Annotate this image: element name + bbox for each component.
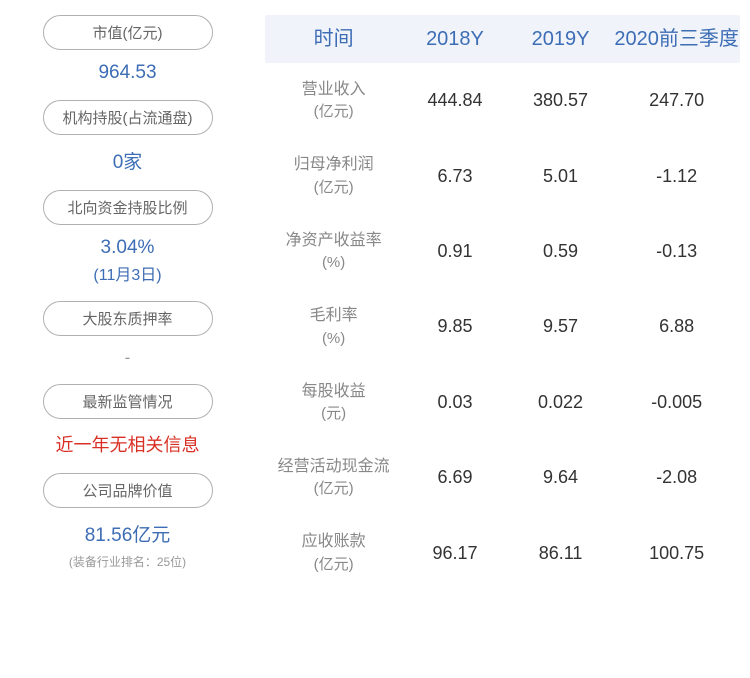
metric-value-northbound: 3.04% (11月3日) <box>93 237 161 285</box>
cell-gross-2019: 9.57 <box>508 316 614 337</box>
row-label-receivables: 应收账款(亿元) <box>265 531 402 574</box>
metric-value-market-cap: 964.53 <box>98 62 156 84</box>
metric-value-pledge: - <box>125 348 131 368</box>
row-label-eps: 每股收益(元) <box>265 381 402 424</box>
cell-netprofit-2018: 6.73 <box>402 166 508 187</box>
cell-roe-2019: 0.59 <box>508 241 614 262</box>
cell-gross-2018: 9.85 <box>402 316 508 337</box>
cell-revenue-2018: 444.84 <box>402 90 508 111</box>
metric-label-brand: 公司品牌价值 <box>43 473 213 508</box>
row-label-revenue: 营业收入(亿元) <box>265 79 402 122</box>
cell-roe-2018: 0.91 <box>402 241 508 262</box>
cell-eps-2018: 0.03 <box>402 392 508 413</box>
header-2019: 2019Y <box>508 27 614 51</box>
metric-label-northbound: 北向资金持股比例 <box>43 190 213 225</box>
table-row: 经营活动现金流(亿元) 6.69 9.64 -2.08 <box>265 440 740 515</box>
table-header-row: 时间 2018Y 2019Y 2020前三季度 <box>265 15 740 63</box>
cell-receivables-2020: 100.75 <box>613 543 740 564</box>
cell-gross-2020: 6.88 <box>613 316 740 337</box>
table-body: 营业收入(亿元) 444.84 380.57 247.70 归母净利润(亿元) … <box>265 63 740 591</box>
financial-table-panel: 时间 2018Y 2019Y 2020前三季度 营业收入(亿元) 444.84 … <box>245 15 740 663</box>
table-row: 每股收益(元) 0.03 0.022 -0.005 <box>265 365 740 440</box>
cell-receivables-2018: 96.17 <box>402 543 508 564</box>
cell-revenue-2019: 380.57 <box>508 90 614 111</box>
metric-label-market-cap: 市值(亿元) <box>43 15 213 50</box>
row-label-netprofit: 归母净利润(亿元) <box>265 154 402 197</box>
table-row: 净资产收益率(%) 0.91 0.59 -0.13 <box>265 214 740 289</box>
header-2020: 2020前三季度 <box>613 27 740 51</box>
cell-revenue-2020: 247.70 <box>613 90 740 111</box>
header-2018: 2018Y <box>402 27 508 51</box>
metric-label-pledge: 大股东质押率 <box>43 301 213 336</box>
cell-cashflow-2019: 9.64 <box>508 467 614 488</box>
metric-value-institutional: 0家 <box>113 147 143 174</box>
cell-netprofit-2020: -1.12 <box>613 166 740 187</box>
metric-label-regulatory: 最新监管情况 <box>43 384 213 419</box>
table-row: 营业收入(亿元) 444.84 380.57 247.70 <box>265 63 740 138</box>
header-time: 时间 <box>265 27 402 51</box>
row-label-cashflow: 经营活动现金流(亿元) <box>265 456 402 499</box>
cell-eps-2019: 0.022 <box>508 392 614 413</box>
cell-netprofit-2019: 5.01 <box>508 166 614 187</box>
table-row: 归母净利润(亿元) 6.73 5.01 -1.12 <box>265 138 740 213</box>
cell-cashflow-2018: 6.69 <box>402 467 508 488</box>
row-label-roe: 净资产收益率(%) <box>265 230 402 273</box>
cell-cashflow-2020: -2.08 <box>613 467 740 488</box>
metric-value-regulatory: 近一年无相关信息 <box>56 431 200 457</box>
cell-roe-2020: -0.13 <box>613 241 740 262</box>
row-label-gross: 毛利率(%) <box>265 305 402 348</box>
metric-label-institutional: 机构持股(占流通盘) <box>43 100 213 135</box>
cell-receivables-2019: 86.11 <box>508 543 614 564</box>
table-row: 应收账款(亿元) 96.17 86.11 100.75 <box>265 515 740 590</box>
cell-eps-2020: -0.005 <box>613 392 740 413</box>
left-metrics-panel: 市值(亿元) 964.53 机构持股(占流通盘) 0家 北向资金持股比例 3.0… <box>10 15 245 663</box>
metric-value-brand: 81.56亿元 <box>85 520 171 547</box>
table-row: 毛利率(%) 9.85 9.57 6.88 <box>265 289 740 364</box>
metric-note-brand: (装备行业排名：25位) <box>69 553 186 570</box>
